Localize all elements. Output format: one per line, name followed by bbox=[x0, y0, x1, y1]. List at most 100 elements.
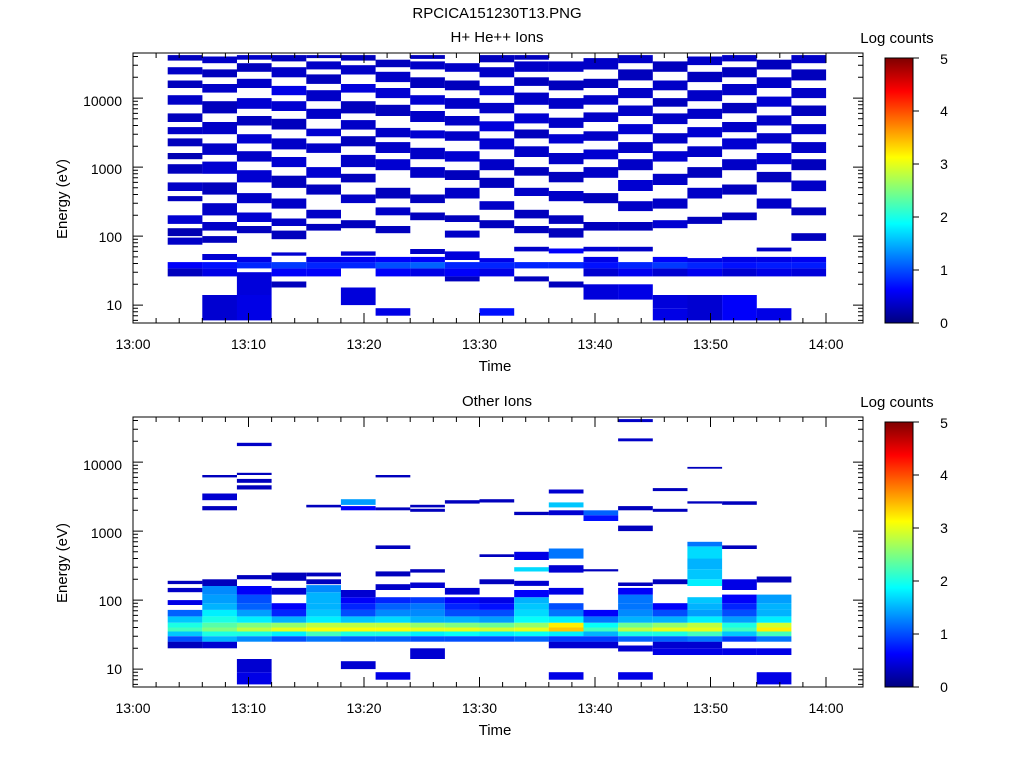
heatmap-cell bbox=[375, 262, 411, 269]
heatmap-cell bbox=[167, 153, 203, 160]
heatmap-cell bbox=[444, 116, 480, 126]
heatmap-cell bbox=[687, 636, 723, 642]
heatmap-cell bbox=[167, 182, 203, 191]
heatmap-cell bbox=[444, 603, 480, 610]
heatmap-cell bbox=[340, 627, 376, 632]
heatmap-cell bbox=[167, 262, 203, 269]
heatmap-cell bbox=[444, 597, 480, 604]
heatmap-cell bbox=[306, 627, 341, 632]
heatmap-cell bbox=[618, 246, 653, 252]
colorbar bbox=[884, 57, 914, 324]
x-axis-label: Time bbox=[479, 358, 512, 375]
heatmap-cell bbox=[444, 187, 480, 199]
heatmap-cell bbox=[375, 507, 411, 511]
heatmap-cell bbox=[479, 67, 515, 78]
heatmap-cell bbox=[756, 96, 792, 107]
heatmap-cell bbox=[375, 59, 411, 68]
heatmap-cell bbox=[583, 262, 619, 269]
heatmap-cell bbox=[791, 256, 827, 263]
heatmap-cell bbox=[791, 159, 827, 171]
x-tick-label: 13:50 bbox=[693, 700, 728, 716]
heatmap-cell bbox=[514, 209, 549, 219]
x-tick-label: 13:40 bbox=[577, 700, 612, 716]
heatmap-cell bbox=[340, 631, 376, 637]
heatmap-cell bbox=[444, 636, 480, 642]
heatmap-cell bbox=[410, 597, 445, 604]
heatmap-cell bbox=[756, 609, 792, 617]
heatmap-cell bbox=[652, 295, 688, 309]
heatmap-cell bbox=[271, 67, 307, 78]
y-ticks bbox=[133, 56, 863, 321]
heatmap-cell bbox=[444, 609, 480, 617]
heatmap-cell bbox=[479, 631, 515, 637]
y-tick-label: 10000 bbox=[83, 457, 122, 473]
heatmap-cell bbox=[514, 636, 549, 642]
heatmap-cell bbox=[687, 603, 723, 610]
heatmap-cell bbox=[791, 268, 827, 277]
heatmap-cell bbox=[202, 56, 237, 64]
heatmap-cell bbox=[479, 138, 515, 150]
heatmap-cell bbox=[652, 256, 688, 263]
x-tick-label: 13:00 bbox=[115, 700, 150, 716]
heatmap-cell bbox=[236, 609, 272, 617]
heatmap-cell bbox=[514, 597, 549, 604]
heatmap-cell bbox=[652, 151, 688, 162]
heatmap-cell bbox=[410, 77, 445, 88]
heatmap-cell bbox=[236, 151, 272, 162]
y-axis-label: Energy (eV) bbox=[54, 523, 71, 603]
heatmap-cell bbox=[236, 472, 272, 475]
heatmap-cell bbox=[722, 67, 757, 78]
heatmap-cell bbox=[236, 485, 272, 490]
heatmap-cell bbox=[410, 55, 445, 59]
heatmap-cell bbox=[306, 268, 341, 277]
heatmap-cell bbox=[514, 631, 549, 637]
heatmap-cell bbox=[479, 597, 515, 604]
heatmap-cell bbox=[618, 616, 653, 623]
heatmap-cell bbox=[340, 616, 376, 623]
heatmap-cell bbox=[722, 256, 757, 263]
heatmap-cell bbox=[548, 262, 584, 269]
heatmap-cell bbox=[375, 104, 411, 116]
heatmap-cell bbox=[410, 504, 445, 508]
heatmap-cell bbox=[722, 616, 757, 623]
heatmap-cell bbox=[652, 508, 688, 512]
x-tick-label: 13:30 bbox=[462, 700, 497, 716]
heatmap-cell bbox=[791, 69, 827, 81]
y-tick-label: 10 bbox=[106, 297, 122, 313]
heatmap-cell bbox=[687, 258, 723, 263]
heatmap-cell bbox=[271, 230, 307, 240]
heatmap-cell bbox=[618, 142, 653, 153]
heatmap-cell bbox=[236, 295, 272, 321]
heatmap-cell bbox=[583, 131, 619, 141]
heatmap-cell bbox=[652, 631, 688, 637]
heatmap-cell bbox=[652, 98, 688, 107]
y-tick-labels: 10 100 1000 10000 bbox=[83, 93, 122, 313]
heatmap-cell bbox=[306, 184, 341, 195]
heatmap-cell bbox=[236, 659, 272, 673]
heatmap-cell bbox=[618, 124, 653, 135]
heatmap-cell bbox=[583, 58, 619, 70]
heatmap-cell bbox=[340, 154, 376, 168]
heatmap-cell bbox=[202, 262, 237, 269]
heatmap-cell bbox=[271, 631, 307, 637]
heatmap-cell bbox=[375, 636, 411, 642]
heatmap-cell bbox=[410, 636, 445, 642]
heatmap-cell bbox=[548, 548, 584, 559]
heatmap-cell bbox=[167, 627, 203, 632]
heatmap-cell bbox=[444, 151, 480, 162]
heatmap-cell bbox=[618, 222, 653, 231]
heatmap-cell bbox=[306, 209, 341, 219]
heatmap-cell bbox=[548, 215, 584, 224]
heatmap-cell bbox=[444, 631, 480, 637]
heatmap-cell bbox=[444, 98, 480, 109]
heatmap-cell bbox=[583, 636, 619, 642]
heatmap-cell bbox=[583, 569, 619, 572]
heatmap-cell bbox=[375, 584, 411, 590]
heatmap-cell bbox=[444, 63, 480, 72]
heatmap-cell bbox=[340, 590, 376, 598]
heatmap-cell bbox=[687, 616, 723, 623]
heatmap-cell bbox=[271, 101, 307, 111]
heatmap-cell bbox=[618, 69, 653, 81]
heatmap-cell bbox=[271, 616, 307, 623]
heatmap-cell bbox=[687, 146, 723, 157]
